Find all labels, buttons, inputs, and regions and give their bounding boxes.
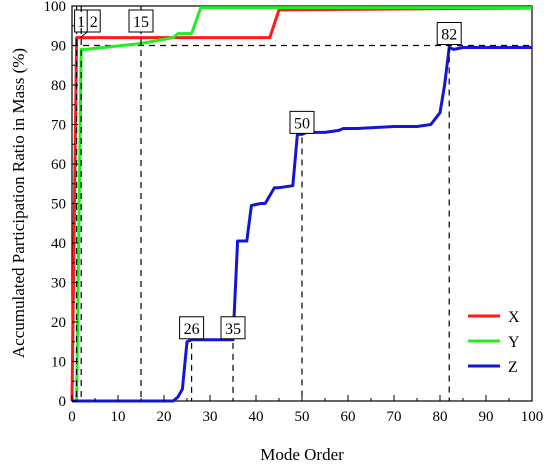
y-tick-label: 90	[51, 39, 66, 55]
legend-label-x: X	[508, 309, 520, 326]
y-tick-label: 100	[44, 0, 67, 15]
mode-label-leader-2	[79, 31, 88, 38]
legend-label-z: Z	[508, 359, 518, 376]
x-tick-label: 60	[341, 409, 356, 425]
y-tick-label: 50	[51, 197, 66, 213]
mode-label-box-50	[289, 110, 315, 134]
mode-label-box-82	[436, 22, 462, 45]
x-tick-label: 70	[387, 409, 402, 425]
mode-label-82: 82	[441, 27, 457, 44]
series-line-z	[72, 46, 532, 403]
series-line-x	[70, 6, 533, 402]
y-tick-label: 80	[51, 78, 66, 94]
mode-label-15: 15	[133, 14, 149, 31]
y-tick-label: 40	[51, 236, 66, 252]
x-axis-label: Mode Order	[260, 445, 344, 464]
mode-label-50: 50	[294, 115, 310, 132]
x-tick-label: 50	[295, 409, 310, 425]
x-tick-label: 80	[433, 409, 448, 425]
axes: 0 10 20 30 40 50 60 70 80 90 100 0 10 20 30 40 50 60 70 80 9…	[44, 0, 544, 425]
y-tick-label: 30	[51, 276, 66, 292]
mode-label-35: 35	[225, 321, 241, 338]
mode-annotations: 121526355082	[74, 6, 462, 401]
y-tick-label: 60	[51, 157, 66, 173]
y-tick-label: 0	[59, 394, 67, 410]
mode-label-box-35	[220, 316, 246, 340]
legend-label-y: Y	[508, 334, 520, 351]
legend: XYZ	[468, 309, 520, 376]
x-tick-label: 100	[521, 409, 544, 425]
y-tick-label: 20	[51, 315, 66, 331]
mode-label-box-2	[86, 9, 101, 33]
series-lines	[70, 6, 533, 403]
y-tick-label: 70	[51, 118, 66, 134]
mode-label-26: 26	[184, 321, 200, 338]
y-tick-label: 10	[51, 355, 66, 371]
series-line-y	[72, 6, 532, 403]
x-tick-label: 30	[203, 409, 218, 425]
y-axis-label: Accumulated Participation Ratio in Mass …	[9, 48, 28, 358]
x-tick-label: 20	[157, 409, 172, 425]
x-tick-label: 0	[68, 409, 76, 425]
x-tick-label: 10	[111, 409, 126, 425]
mode-label-box-26	[179, 316, 205, 340]
mode-label-box-15	[128, 9, 154, 33]
x-tick-label: 90	[479, 409, 494, 425]
x-tick-label: 40	[249, 409, 264, 425]
mode-label-2: 2	[90, 14, 98, 31]
